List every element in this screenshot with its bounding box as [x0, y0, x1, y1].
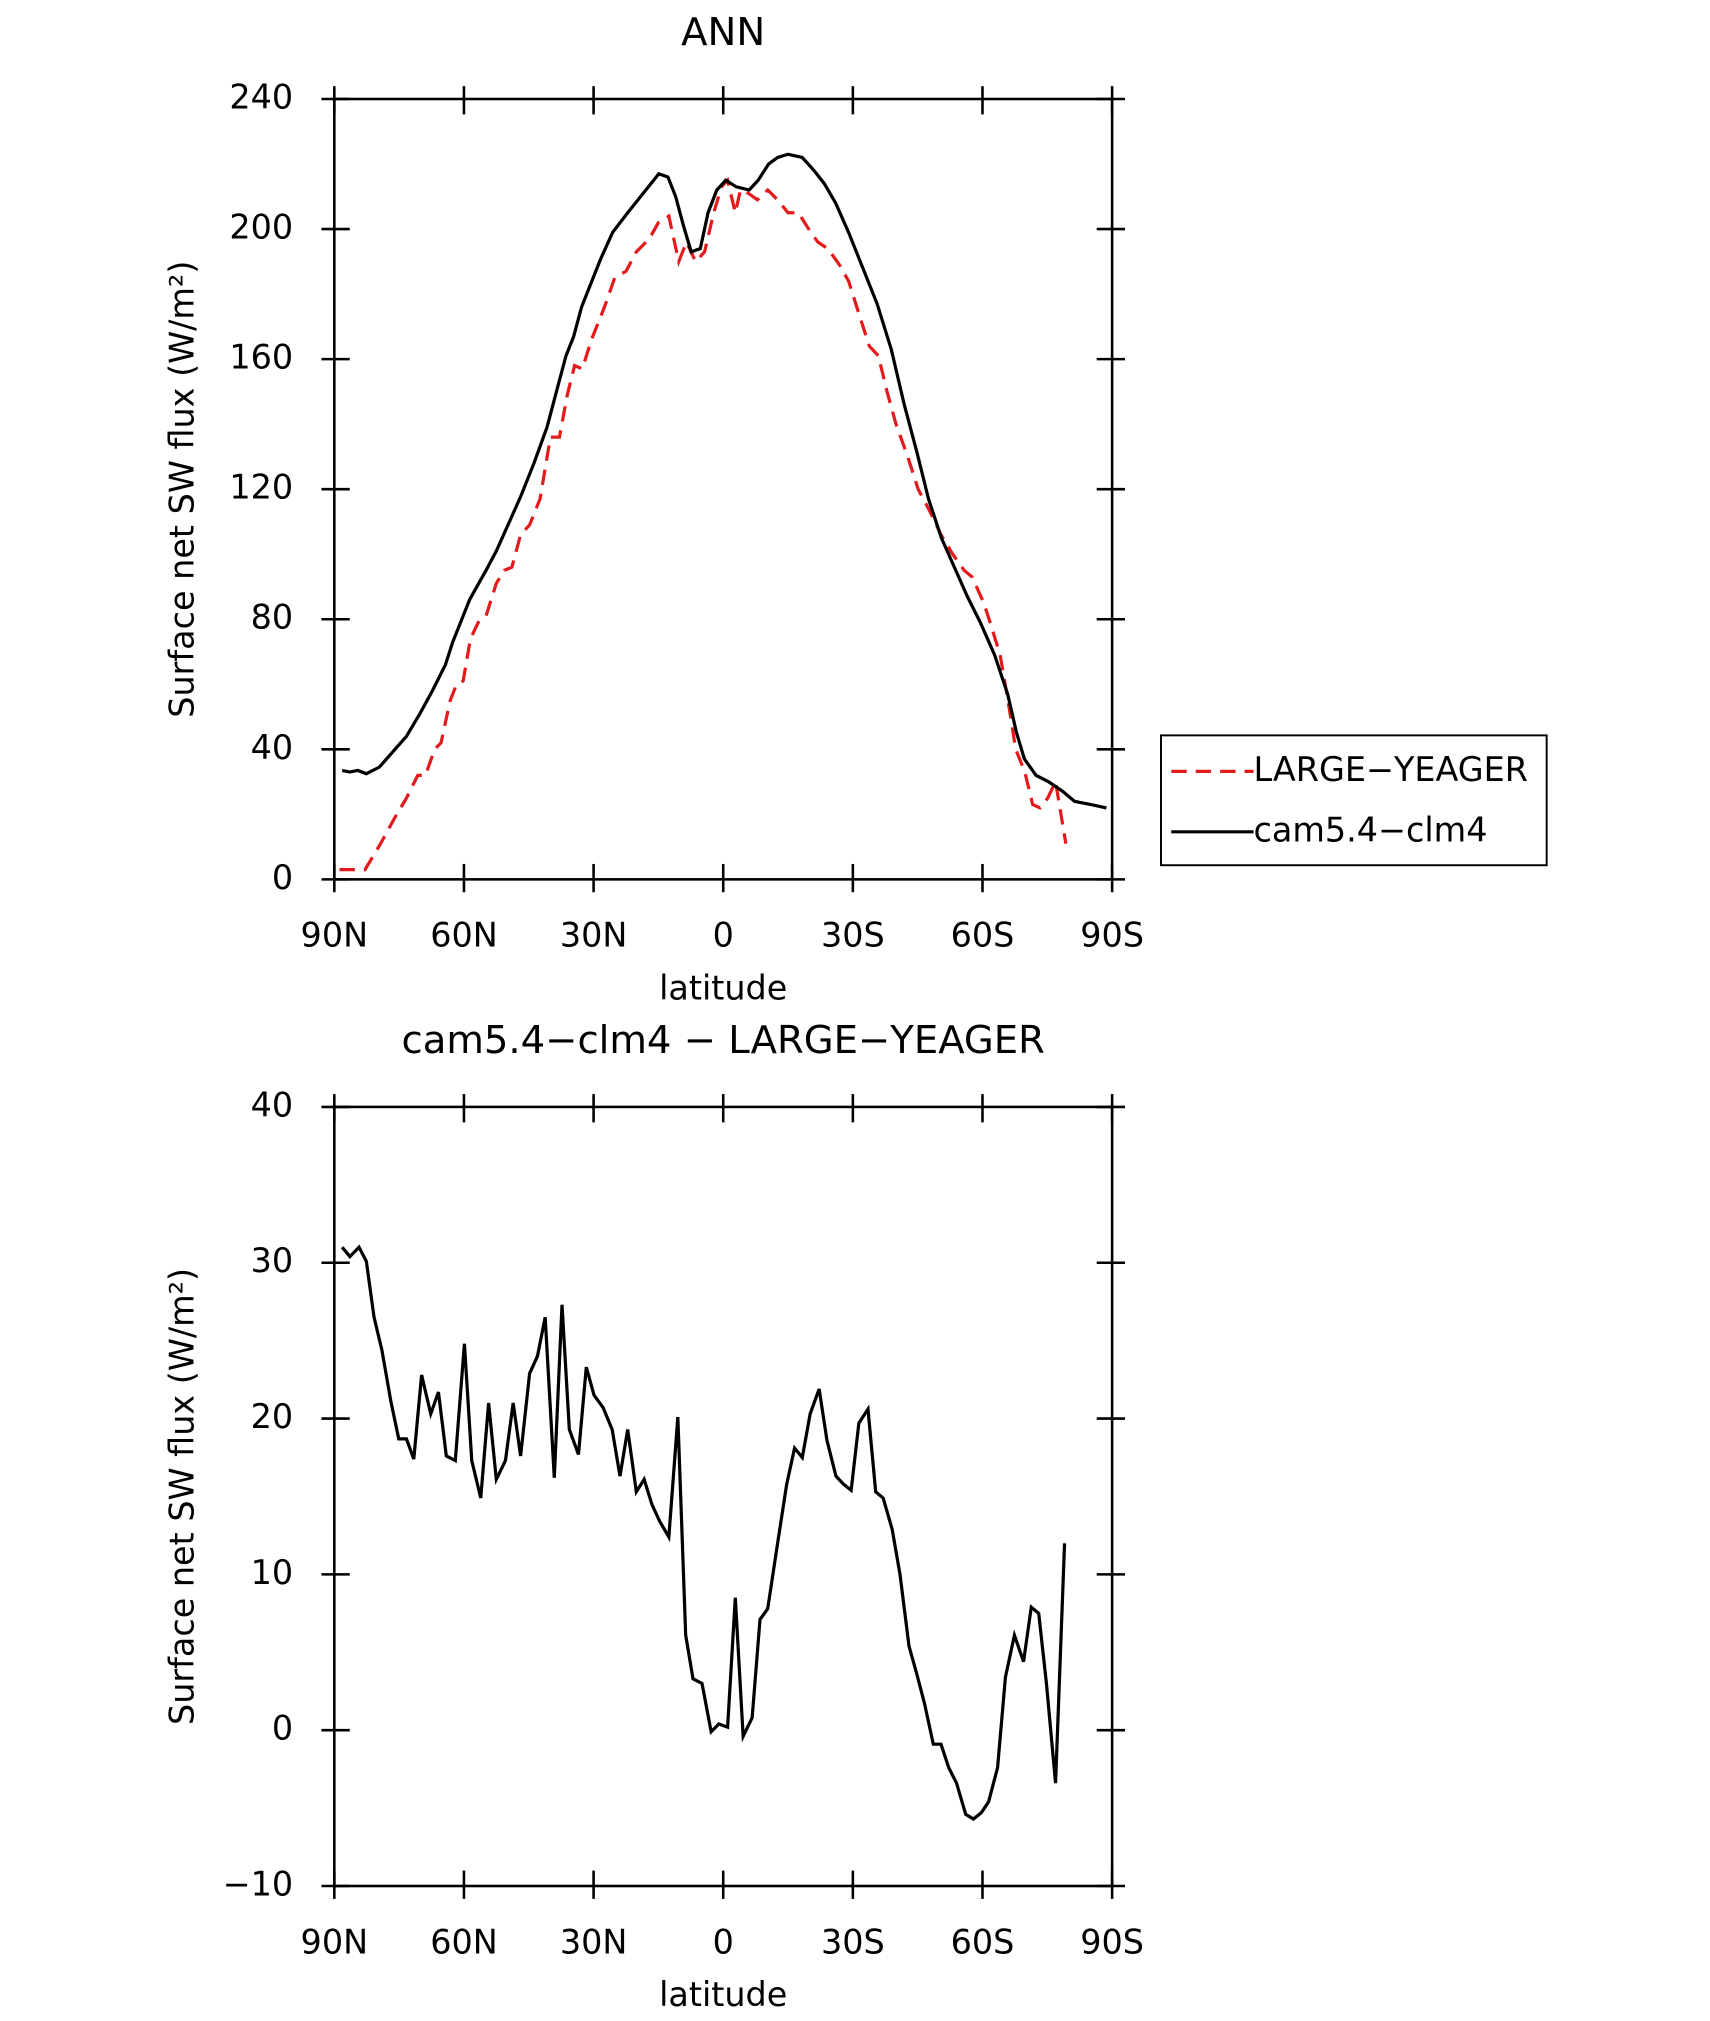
y-tick-label: 200 [229, 208, 293, 247]
plot-frame [333, 1105, 1114, 1888]
y-tick-label: 0 [272, 1709, 293, 1748]
y-tick-label: 40 [251, 1085, 294, 1124]
x-axis-label: latitude [659, 968, 787, 1007]
plot-frame [333, 97, 1114, 881]
x-tick-label: 60N [430, 916, 498, 955]
y-axis-label: Surface net SW flux (W/m²) [162, 1268, 201, 1725]
y-tick-label: 10 [251, 1553, 294, 1592]
y-tick-label: 240 [229, 77, 293, 116]
x-tick-label: 30N [560, 916, 628, 955]
y-tick-label: −10 [223, 1865, 294, 1904]
y-tick-label: 40 [251, 728, 294, 767]
y-axis-label: Surface net SW flux (W/m²) [162, 261, 201, 718]
y-tick-label: 20 [251, 1397, 294, 1436]
legend-label: cam5.4−clm4 [1254, 810, 1488, 849]
x-tick-label: 30S [821, 1922, 885, 1961]
legend-box [1160, 734, 1548, 867]
y-tick-label: 0 [272, 858, 293, 897]
x-tick-label: 30S [821, 916, 885, 955]
x-tick-label: 0 [713, 1922, 734, 1961]
x-tick-label: 60S [951, 916, 1015, 955]
legend-label: LARGE−YEAGER [1254, 750, 1528, 789]
y-tick-label: 80 [251, 598, 294, 637]
x-axis-label: latitude [659, 1975, 787, 2014]
x-tick-label: 90S [1080, 1922, 1144, 1961]
x-tick-label: 60N [430, 1922, 498, 1961]
x-tick-label: 60S [951, 1922, 1015, 1961]
y-tick-label: 30 [251, 1241, 294, 1280]
chart-title: ANN [681, 10, 765, 55]
data-line [339, 176, 1068, 872]
data-line [340, 1244, 1067, 1821]
x-tick-label: 0 [713, 916, 734, 955]
y-tick-label: 120 [229, 468, 293, 507]
x-tick-label: 90N [301, 916, 369, 955]
x-tick-label: 90N [301, 1922, 369, 1961]
chart-title: cam5.4−clm4 − LARGE−YEAGER [402, 1018, 1045, 1063]
y-tick-label: 160 [229, 338, 293, 377]
x-tick-label: 90S [1080, 916, 1144, 955]
x-tick-label: 30N [560, 1922, 628, 1961]
data-line [341, 152, 1107, 810]
